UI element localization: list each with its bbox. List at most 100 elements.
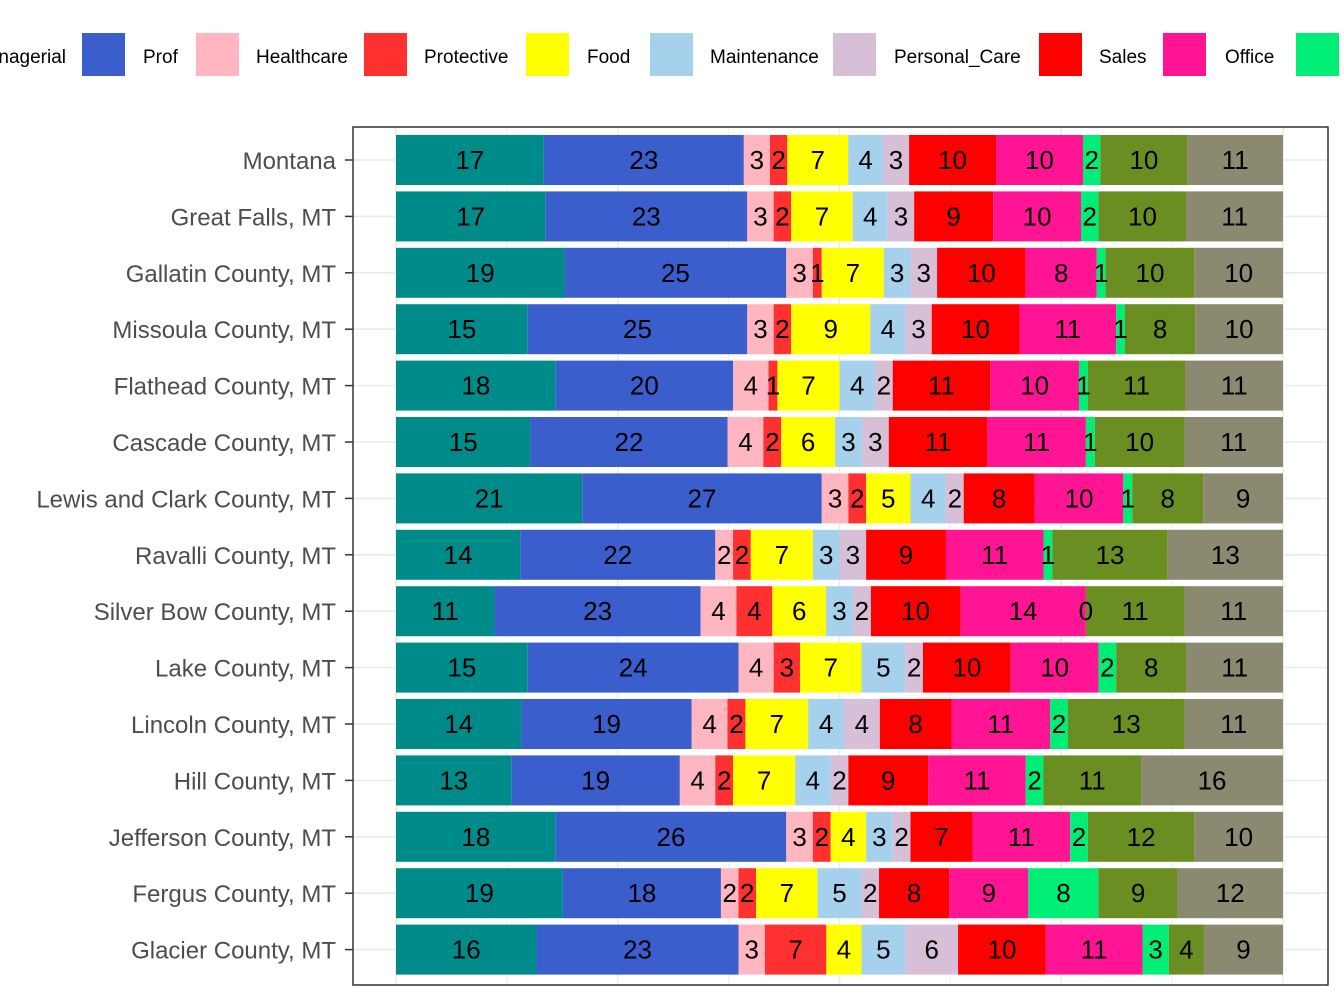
data-label: 11 (1008, 822, 1035, 852)
data-label: 8 (992, 483, 1006, 513)
data-label: 3 (753, 314, 767, 344)
bar-segment (555, 360, 734, 411)
bar-segment (928, 755, 1026, 806)
data-label: 9 (823, 314, 837, 344)
bar-segment (861, 924, 906, 975)
bar-segment (870, 586, 961, 637)
bar-segment (817, 868, 862, 919)
category-label: Lake County, MT (155, 656, 336, 683)
data-label: 1 (1083, 427, 1097, 457)
bar-segment (763, 417, 782, 467)
bar-segment (396, 868, 563, 919)
legend-label: Protective (424, 47, 508, 68)
bar-segment (1184, 417, 1283, 467)
bar-segment (812, 529, 840, 580)
data-label: 24 (619, 653, 648, 683)
bar-segment (830, 811, 867, 862)
data-label: 1 (810, 258, 824, 288)
data-label: 7 (811, 145, 825, 175)
data-label: 2 (832, 765, 846, 795)
data-label: 11 (1221, 201, 1248, 231)
bar-segment (1184, 586, 1283, 637)
bar-segment (1187, 135, 1283, 185)
bar-segment (888, 417, 988, 467)
bar-segment (679, 755, 716, 806)
bar-segment (987, 417, 1086, 467)
legend-key (364, 33, 407, 76)
category-label: Fergus County, MT (132, 881, 336, 908)
bar-segment (1116, 642, 1187, 693)
data-label: 3 (846, 540, 860, 570)
bar-segment (396, 924, 537, 975)
data-label: 3 (744, 935, 758, 965)
data-label: 2 (729, 709, 743, 739)
bar-segment (520, 529, 716, 580)
bar-segment (887, 191, 915, 242)
legend-key (650, 33, 693, 76)
bar-segment (396, 755, 512, 806)
legend-key (833, 33, 876, 76)
data-label: 10 (1020, 371, 1049, 401)
data-label: 25 (661, 258, 690, 288)
bar-segment (1025, 755, 1044, 806)
data-label: 25 (623, 314, 652, 344)
bar-segment (1067, 699, 1185, 749)
bar-segment (937, 247, 1026, 298)
category-label: Silver Bow County, MT (94, 599, 337, 626)
data-label: 4 (837, 935, 851, 965)
data-label: 5 (876, 935, 890, 965)
bar-segment (1123, 473, 1133, 524)
bar-segment (909, 135, 997, 185)
bar-segment (821, 473, 849, 524)
data-label: 19 (466, 258, 495, 288)
data-label: 22 (614, 427, 643, 457)
bar-segment (963, 473, 1035, 524)
legend-label: Maintenance (710, 47, 819, 68)
data-label: 13 (1096, 540, 1125, 570)
data-label: 3 (911, 314, 925, 344)
data-label: 5 (881, 483, 895, 513)
data-label: 2 (877, 371, 891, 401)
bar-segment (795, 755, 831, 806)
data-label: 23 (629, 145, 658, 175)
legend-label: Sales (1099, 47, 1147, 68)
bar-segment (396, 360, 556, 411)
bar-segment (879, 699, 952, 749)
bar-segment (1082, 135, 1101, 185)
bar-segment (1124, 304, 1196, 355)
data-label: 2 (722, 878, 736, 908)
bar-segment (1087, 811, 1195, 862)
data-label: 10 (1065, 483, 1094, 513)
data-label: 3 (889, 145, 903, 175)
data-label: 15 (447, 653, 476, 683)
bar-segment (1168, 924, 1204, 975)
bar-segment (786, 247, 813, 298)
bar-segment (910, 247, 938, 298)
data-label: 10 (1225, 314, 1254, 344)
bar-segment (1184, 699, 1283, 749)
bar-segment (1096, 247, 1106, 298)
bar-segment (494, 586, 701, 637)
bar-segment (861, 417, 889, 467)
data-label: 27 (688, 483, 717, 513)
data-label: 3 (828, 483, 842, 513)
bar-segment (582, 473, 822, 524)
bar-segment (1085, 417, 1095, 467)
data-label: 21 (475, 483, 504, 513)
bar-segment (777, 360, 840, 411)
bar-segment (1025, 247, 1097, 298)
data-label: 11 (1023, 427, 1050, 457)
y-axis: Montana Great Falls, MT Gallatin County, M… (36, 148, 353, 965)
legend-key (1296, 33, 1339, 76)
data-label: 10 (961, 314, 990, 344)
bar-segment (555, 811, 787, 862)
bar-segment (949, 868, 1029, 919)
bar-segment (562, 868, 721, 919)
bar-segment (945, 473, 964, 524)
data-label: 11 (432, 596, 459, 626)
data-label: 9 (946, 201, 960, 231)
category-label: Missoula County, MT (112, 317, 336, 344)
bar-segment (787, 135, 849, 185)
data-label: 1 (1076, 371, 1090, 401)
bar-segment (786, 811, 813, 862)
